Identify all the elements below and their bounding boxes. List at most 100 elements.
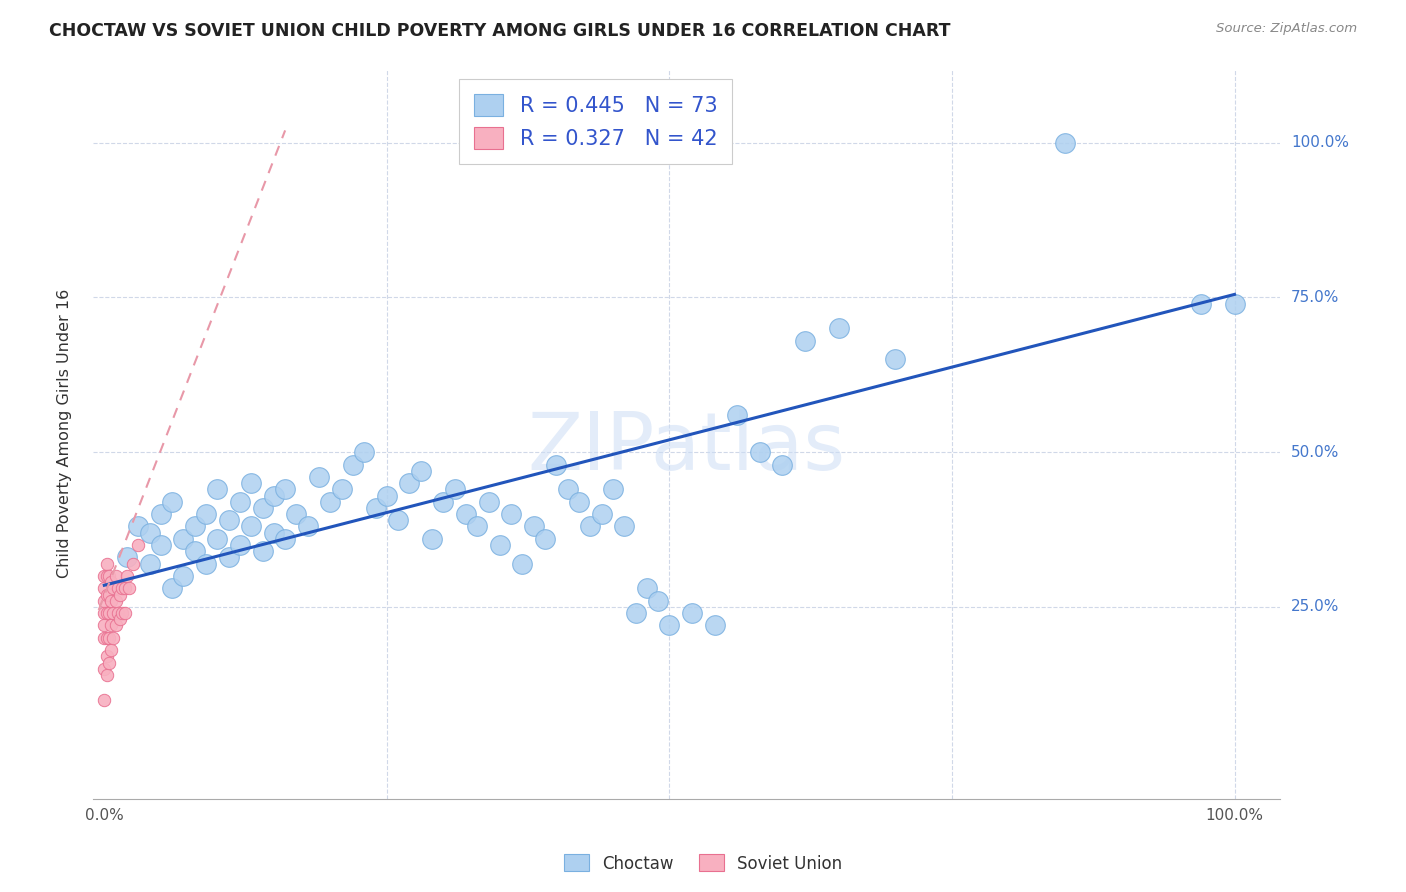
- Point: [613, 519, 636, 533]
- Point: [330, 483, 353, 497]
- Point: [387, 513, 409, 527]
- Text: CHOCTAW VS SOVIET UNION CHILD POVERTY AMONG GIRLS UNDER 16 CORRELATION CHART: CHOCTAW VS SOVIET UNION CHILD POVERTY AM…: [49, 22, 950, 40]
- Point: [111, 606, 134, 620]
- Point: [114, 606, 136, 620]
- Point: [97, 656, 120, 670]
- Point: [96, 649, 118, 664]
- Point: [420, 532, 443, 546]
- Point: [218, 550, 240, 565]
- Point: [274, 532, 297, 546]
- Point: [534, 532, 557, 546]
- Point: [93, 569, 115, 583]
- Point: [353, 445, 375, 459]
- Point: [794, 334, 817, 348]
- Point: [240, 519, 263, 533]
- Text: ZIPatlas: ZIPatlas: [527, 409, 845, 487]
- Point: [195, 557, 218, 571]
- Point: [111, 582, 134, 596]
- Point: [93, 582, 115, 596]
- Point: [97, 569, 120, 583]
- Point: [375, 489, 398, 503]
- Point: [725, 408, 748, 422]
- Point: [104, 593, 127, 607]
- Point: [285, 507, 308, 521]
- Y-axis label: Child Poverty Among Girls Under 16: Child Poverty Among Girls Under 16: [58, 289, 72, 578]
- Point: [97, 606, 120, 620]
- Point: [160, 582, 183, 596]
- Point: [103, 631, 125, 645]
- Point: [96, 606, 118, 620]
- Point: [93, 692, 115, 706]
- Point: [172, 532, 194, 546]
- Text: Source: ZipAtlas.com: Source: ZipAtlas.com: [1216, 22, 1357, 36]
- Point: [97, 588, 120, 602]
- Point: [103, 582, 125, 596]
- Point: [454, 507, 477, 521]
- Point: [127, 538, 149, 552]
- Point: [770, 458, 793, 472]
- Point: [93, 662, 115, 676]
- Point: [1189, 296, 1212, 310]
- Point: [100, 593, 122, 607]
- Point: [308, 470, 330, 484]
- Point: [96, 631, 118, 645]
- Point: [319, 494, 342, 508]
- Point: [636, 582, 658, 596]
- Point: [107, 606, 129, 620]
- Point: [114, 582, 136, 596]
- Point: [477, 494, 499, 508]
- Point: [579, 519, 602, 533]
- Point: [240, 476, 263, 491]
- Point: [96, 557, 118, 571]
- Point: [647, 593, 669, 607]
- Point: [115, 550, 138, 565]
- Point: [104, 569, 127, 583]
- Point: [703, 618, 725, 632]
- Point: [591, 507, 613, 521]
- Point: [443, 483, 465, 497]
- Legend: Choctaw, Soviet Union: Choctaw, Soviet Union: [557, 847, 849, 880]
- Point: [884, 352, 907, 367]
- Point: [681, 606, 703, 620]
- Point: [100, 575, 122, 590]
- Point: [342, 458, 364, 472]
- Point: [274, 483, 297, 497]
- Point: [93, 593, 115, 607]
- Text: 100.0%: 100.0%: [1291, 136, 1348, 150]
- Point: [252, 544, 274, 558]
- Point: [207, 483, 229, 497]
- Point: [100, 618, 122, 632]
- Point: [149, 538, 172, 552]
- Point: [465, 519, 488, 533]
- Point: [96, 588, 118, 602]
- Point: [149, 507, 172, 521]
- Point: [115, 569, 138, 583]
- Point: [252, 500, 274, 515]
- Point: [748, 445, 770, 459]
- Point: [96, 569, 118, 583]
- Point: [568, 494, 591, 508]
- Point: [398, 476, 420, 491]
- Point: [195, 507, 218, 521]
- Point: [602, 483, 624, 497]
- Point: [1223, 296, 1246, 310]
- Text: 75.0%: 75.0%: [1291, 290, 1339, 305]
- Point: [828, 321, 851, 335]
- Point: [138, 525, 160, 540]
- Point: [229, 494, 252, 508]
- Text: 50.0%: 50.0%: [1291, 445, 1339, 459]
- Point: [118, 582, 141, 596]
- Point: [96, 668, 118, 682]
- Point: [207, 532, 229, 546]
- Point: [93, 631, 115, 645]
- Text: 25.0%: 25.0%: [1291, 599, 1339, 615]
- Point: [107, 582, 129, 596]
- Point: [108, 612, 131, 626]
- Point: [93, 618, 115, 632]
- Point: [138, 557, 160, 571]
- Point: [432, 494, 454, 508]
- Point: [546, 458, 568, 472]
- Point: [364, 500, 387, 515]
- Point: [658, 618, 681, 632]
- Point: [218, 513, 240, 527]
